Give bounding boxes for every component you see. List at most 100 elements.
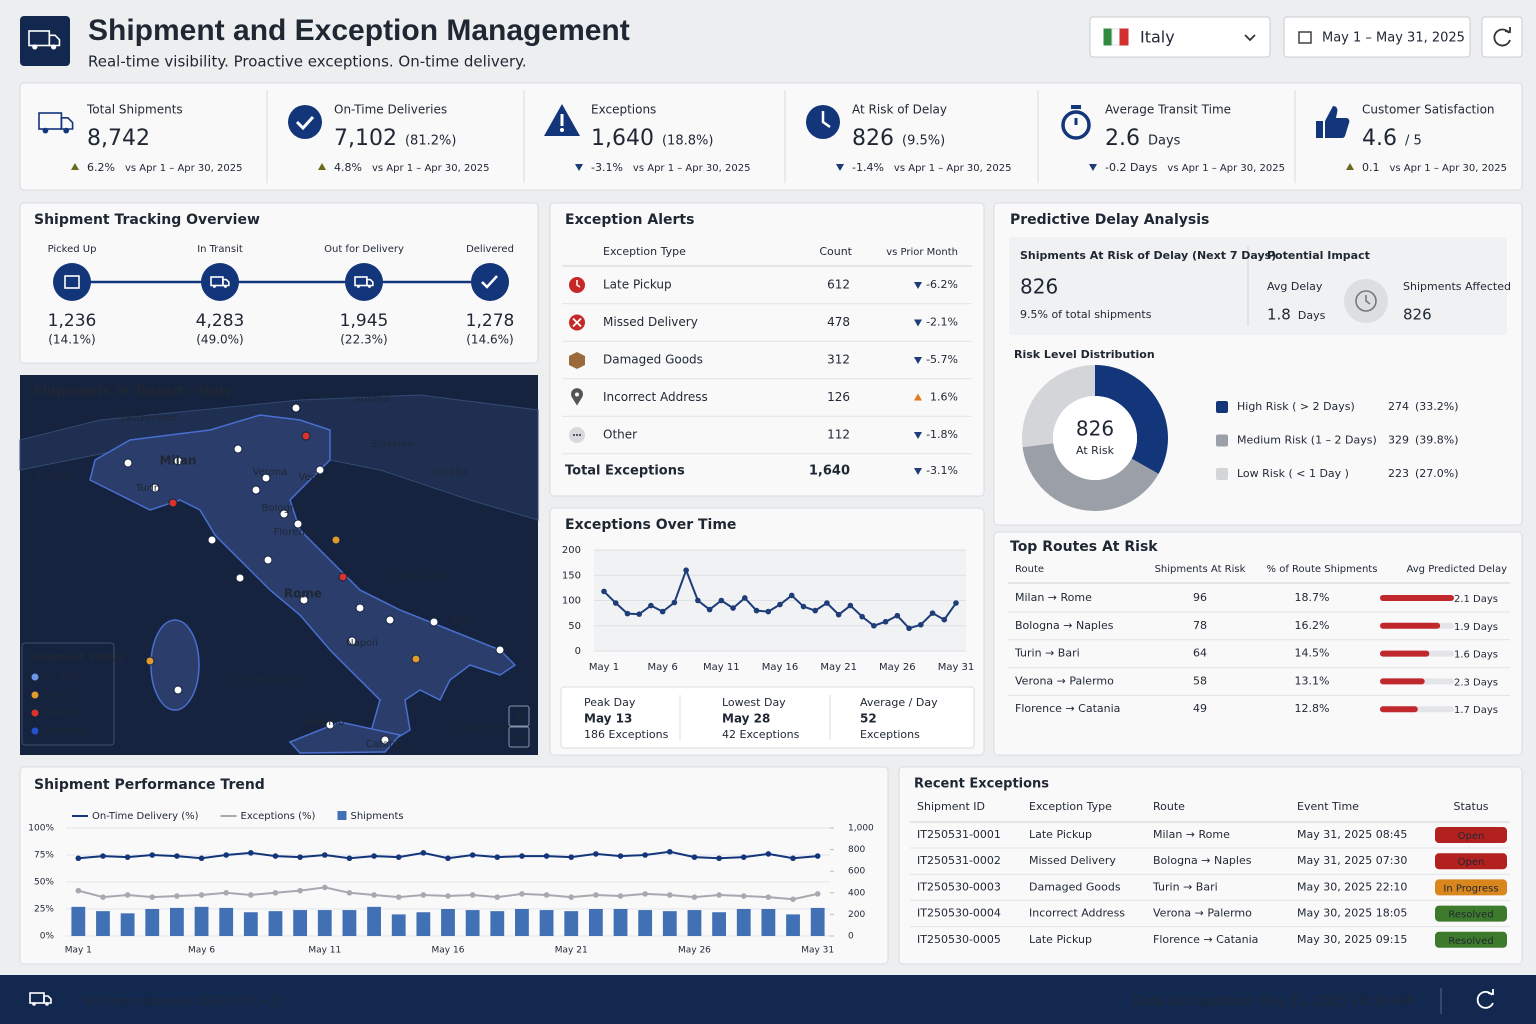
flag — [1119, 28, 1129, 46]
shipment-dot — [495, 645, 505, 655]
cell: Turin → Bari — [1152, 880, 1218, 893]
trend-line-point — [272, 853, 279, 859]
panel-title: Shipment Performance Trend — [34, 777, 265, 793]
metric-label: Shipments At Risk of Delay (Next 7 Days) — [1020, 249, 1276, 262]
route-delay: 1.7 Days — [1454, 705, 1498, 716]
country-dropdown[interactable] — [1089, 16, 1271, 58]
legend-label: Delayed — [44, 709, 81, 719]
sea-label: Tyrrhenian Sea — [232, 676, 300, 686]
trend-line-point — [321, 852, 328, 858]
kpi-compare: vs Apr 1 – Apr 30, 2025 — [1167, 163, 1285, 174]
legend-title: Shipment Status — [30, 652, 124, 663]
trend-line-point — [420, 892, 427, 898]
trend-line-point — [223, 852, 229, 858]
trend-line-point — [395, 894, 402, 900]
status-label: In Progress — [1443, 883, 1498, 894]
shipment-dot — [338, 572, 348, 582]
cell: IT250531-0001 — [917, 828, 1001, 841]
route-name: Turin → Bari — [1014, 647, 1080, 660]
x-tick-label: May 31 — [938, 662, 975, 673]
route-shipments: 58 — [1193, 674, 1207, 687]
date-range: May 1 – May 31, 2025 — [1322, 31, 1465, 46]
kpi-extra: Days — [1148, 134, 1181, 149]
kpi-compare: vs Apr 1 – Apr 30, 2025 — [125, 163, 243, 174]
legend-swatch — [31, 709, 39, 717]
x-tick-label: May 16 — [762, 662, 799, 673]
route-delay: 1.6 Days — [1454, 650, 1498, 661]
cell: IT250530-0005 — [917, 933, 1001, 946]
shipment-bar — [317, 910, 332, 936]
kpi-label: Customer Satisfaction — [1362, 103, 1495, 117]
panel-title: Top Routes At Risk — [1010, 539, 1158, 555]
exception-count: 112 — [827, 428, 850, 442]
kpi-value: 1,640 — [591, 126, 654, 151]
y-tick-label: 100% — [28, 824, 54, 834]
zoom-button[interactable] — [508, 726, 530, 748]
exceptions-line-point — [683, 567, 689, 573]
shipment-bar — [638, 910, 653, 936]
shipment-dot — [261, 473, 271, 483]
exceptions-line-point — [788, 592, 795, 599]
route-bar — [1380, 706, 1418, 713]
shipment-dot — [301, 431, 311, 441]
legend-label: On-Time Delivery (%) — [92, 811, 199, 822]
x-tick-label: May 16 — [432, 946, 465, 956]
exceptions-line-point — [894, 612, 901, 619]
trend-line-point — [198, 855, 205, 862]
legend-label: On Time — [44, 673, 82, 683]
trend-line-point — [75, 887, 82, 894]
truck-icon — [42, 127, 49, 134]
trend-line-point — [198, 892, 205, 898]
shipment-bar — [564, 911, 579, 936]
cell: May 30, 2025 22:10 — [1297, 880, 1407, 893]
status-label: Open — [1458, 857, 1485, 868]
column-header: % of Route Shipments — [1267, 564, 1378, 575]
country-label: Italy — [1140, 28, 1175, 47]
stat-value: May 28 — [722, 712, 770, 726]
exception-change: -1.8% — [926, 428, 958, 441]
trend-line-point — [223, 890, 229, 896]
trend-line-point — [124, 892, 131, 898]
kpi-icon — [288, 105, 322, 139]
trend-line-point — [395, 854, 402, 860]
shipment-bar — [810, 907, 825, 936]
shipment-bar — [391, 914, 406, 936]
trend-arrow — [1346, 163, 1354, 170]
place-label: Florence — [274, 527, 317, 538]
kpi-label: At Risk of Delay — [852, 103, 947, 117]
shipment-bar — [96, 911, 110, 936]
stage-share: (14.1%) — [48, 333, 95, 347]
stage-icon — [64, 275, 80, 289]
legend-label: At Risk — [44, 691, 76, 701]
y-tick-label: 0% — [40, 932, 55, 942]
exceptions-line-point — [612, 600, 619, 606]
shipment-bar — [662, 911, 677, 936]
panel-title: Exceptions Over Time — [565, 517, 736, 533]
trend-line-point — [814, 891, 821, 897]
refresh-button[interactable] — [1481, 16, 1523, 58]
trend-line-point — [716, 855, 722, 862]
trend-line-point — [174, 853, 180, 859]
shipment-bar — [367, 906, 381, 936]
footer-refresh[interactable] — [1476, 990, 1494, 1009]
kpi-icon — [560, 128, 564, 132]
shipment-bar — [219, 907, 234, 936]
refresh-icon — [1493, 28, 1511, 47]
x-tick-label: May 11 — [308, 946, 341, 956]
trend-line-point — [593, 892, 599, 898]
truck-icon — [32, 44, 38, 50]
date-picker[interactable] — [1283, 16, 1471, 58]
donut-hole — [1053, 396, 1137, 480]
trend-line-point — [124, 854, 131, 860]
place-label: Bari — [450, 616, 470, 627]
place-label: Bologna — [262, 503, 303, 514]
trend-line-point — [568, 854, 575, 860]
trend-arrow — [71, 163, 79, 170]
place-label: Milan — [160, 454, 197, 468]
trend-line-point — [272, 890, 279, 896]
exceptions-line-point — [695, 597, 701, 604]
kpi-compare: vs Apr 1 – Apr 30, 2025 — [372, 163, 490, 174]
zoom-button[interactable] — [508, 705, 530, 727]
kpi-card — [19, 82, 1523, 191]
exception-count: 478 — [827, 315, 850, 329]
